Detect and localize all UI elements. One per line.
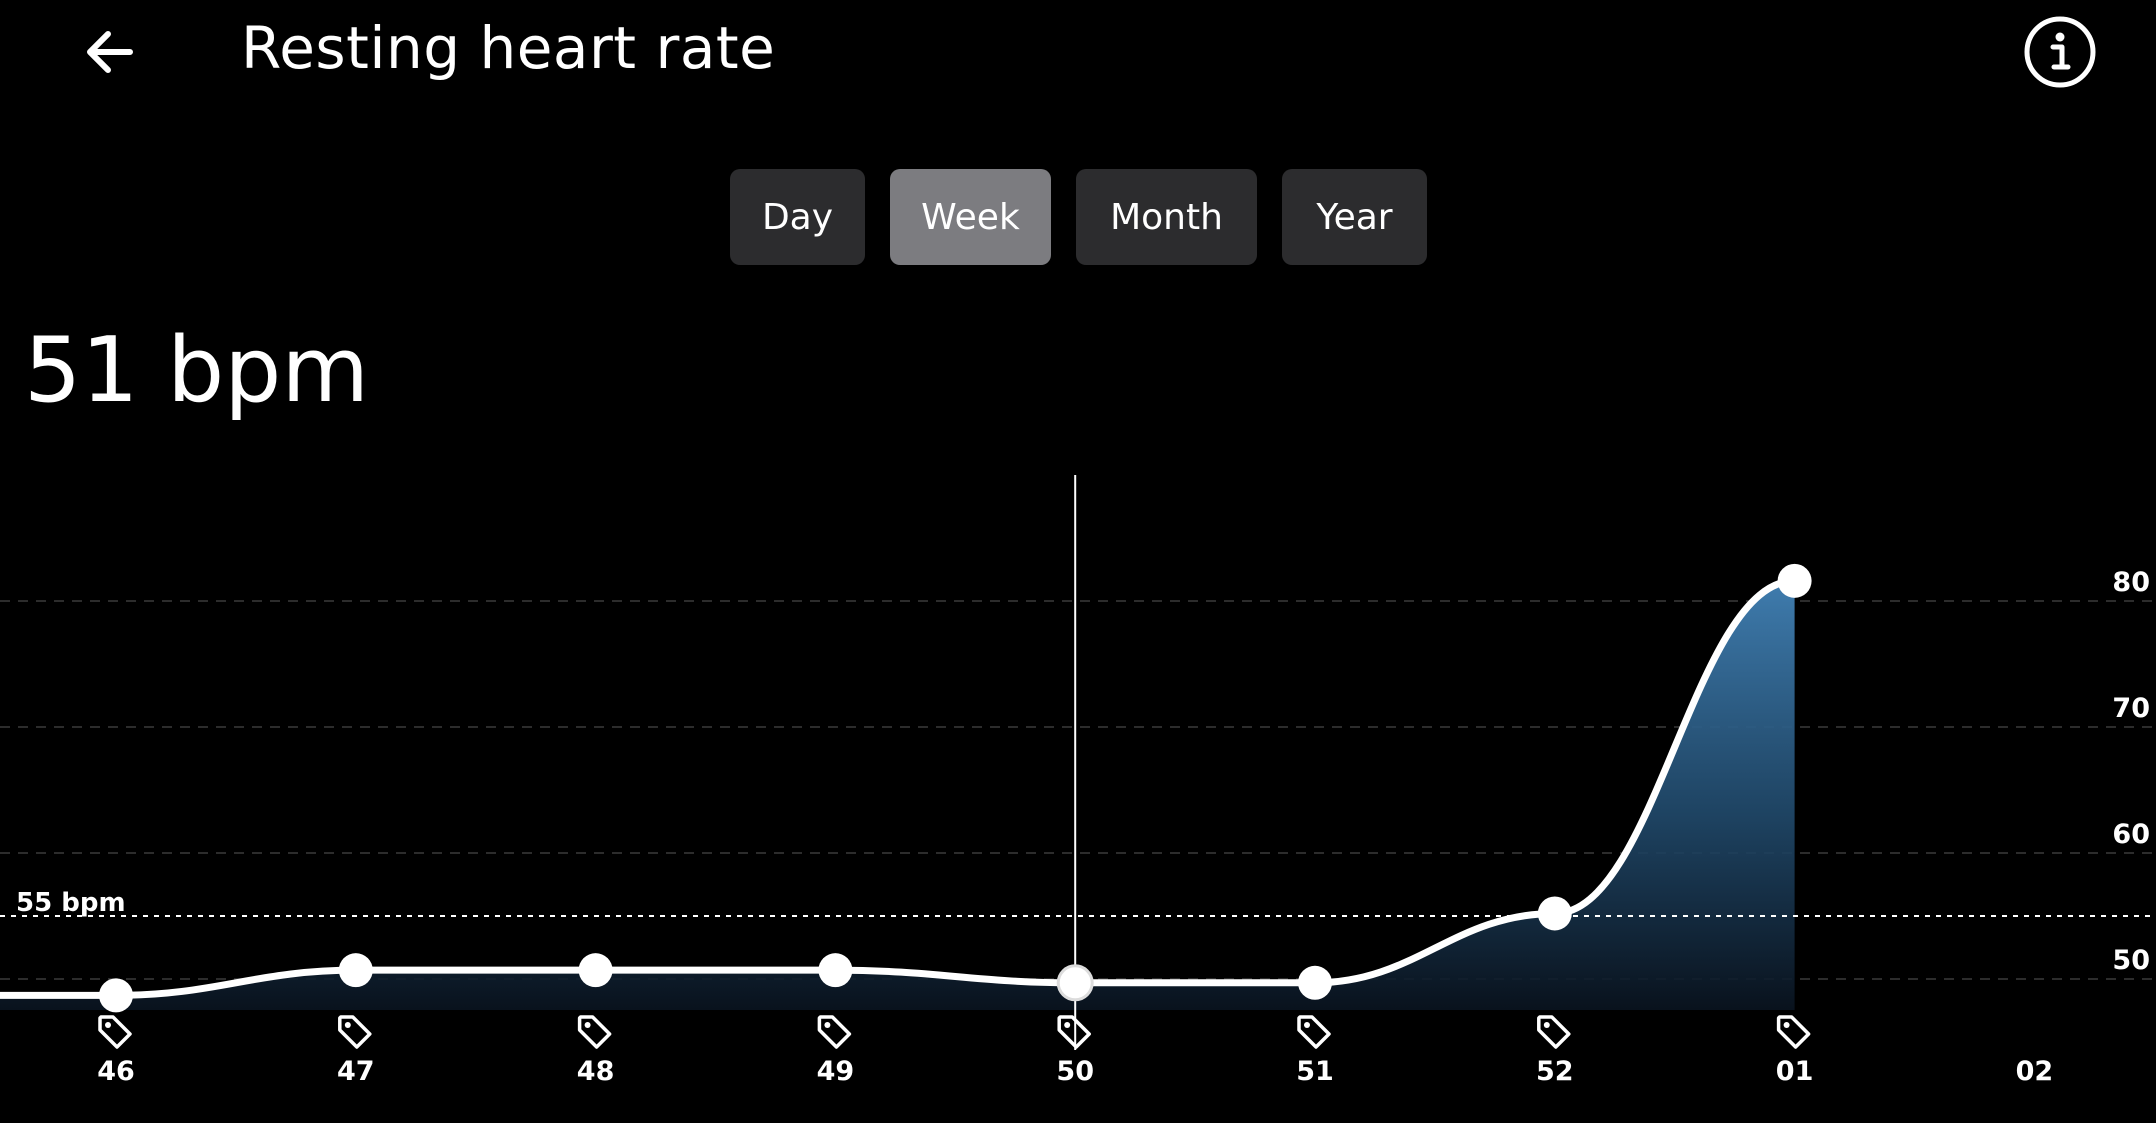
page-title: Resting heart rate [241, 14, 776, 82]
tag-icon[interactable] [1776, 1015, 1811, 1049]
data-point[interactable] [99, 978, 133, 1013]
range-day-button[interactable]: Day [730, 169, 865, 265]
x-tick-label: 47 [337, 1056, 375, 1087]
x-tick-label: 49 [817, 1056, 855, 1087]
tag-hole [584, 1022, 591, 1028]
x-tick-label: 46 [97, 1056, 135, 1087]
tag-hole [824, 1022, 831, 1028]
back-button[interactable] [70, 12, 150, 92]
tag-shape [1297, 1015, 1331, 1049]
current-value: 51 bpm [24, 318, 370, 423]
y-tick-label: 70 [2112, 693, 2150, 724]
range-month-button[interactable]: Month [1076, 169, 1257, 265]
tag-shape [577, 1015, 612, 1049]
data-point[interactable] [578, 953, 613, 988]
tag-icon[interactable] [577, 1015, 612, 1049]
y-tick-label: 80 [2112, 567, 2150, 598]
x-tick-label: 02 [2016, 1056, 2054, 1087]
tag-hole [344, 1022, 351, 1028]
tag-hole [1783, 1022, 1790, 1028]
tag-shape [817, 1015, 852, 1049]
tag-hole [105, 1022, 111, 1028]
series-line [0, 577, 1799, 999]
data-point[interactable] [1298, 965, 1332, 1000]
tag-shape [1057, 1015, 1091, 1049]
tag-icon[interactable] [1537, 1015, 1571, 1049]
x-tick-label: 51 [1296, 1056, 1334, 1087]
info-button[interactable] [2020, 12, 2100, 92]
y-tick-label: 50 [2112, 945, 2150, 976]
reference-line-label: 55 bpm [16, 888, 126, 918]
data-point[interactable] [1777, 563, 1812, 598]
data-point[interactable] [1056, 964, 1094, 1002]
tag-shape [338, 1015, 372, 1049]
tag-icon[interactable] [338, 1015, 372, 1049]
data-point[interactable] [818, 953, 853, 988]
tag-icon[interactable] [1297, 1015, 1331, 1049]
x-tick-label: 48 [577, 1056, 615, 1087]
y-tick-label: 60 [2112, 819, 2150, 850]
x-tick-label: 52 [1536, 1056, 1574, 1087]
info-icon [2024, 16, 2096, 88]
tag-hole [1064, 1022, 1071, 1028]
range-year-button[interactable]: Year [1282, 169, 1427, 265]
range-week-button[interactable]: Week [890, 169, 1051, 265]
x-tick-label: 50 [1056, 1056, 1094, 1087]
tag-hole [1304, 1022, 1310, 1028]
tag-shape [98, 1015, 132, 1049]
x-tick-label: 01 [1776, 1056, 1814, 1087]
tag-shape [1537, 1015, 1571, 1049]
tag-icon[interactable] [98, 1015, 132, 1049]
range-selector: Day Week Month Year [730, 169, 1427, 265]
area-fill [0, 580, 1795, 1010]
data-point[interactable] [1537, 896, 1572, 931]
data-point[interactable] [338, 953, 373, 988]
arrow-left-icon [87, 31, 133, 73]
tag-hole [1543, 1022, 1550, 1028]
tag-shape [1776, 1015, 1811, 1049]
tag-icon[interactable] [1057, 1015, 1091, 1049]
tag-icon[interactable] [817, 1015, 852, 1049]
